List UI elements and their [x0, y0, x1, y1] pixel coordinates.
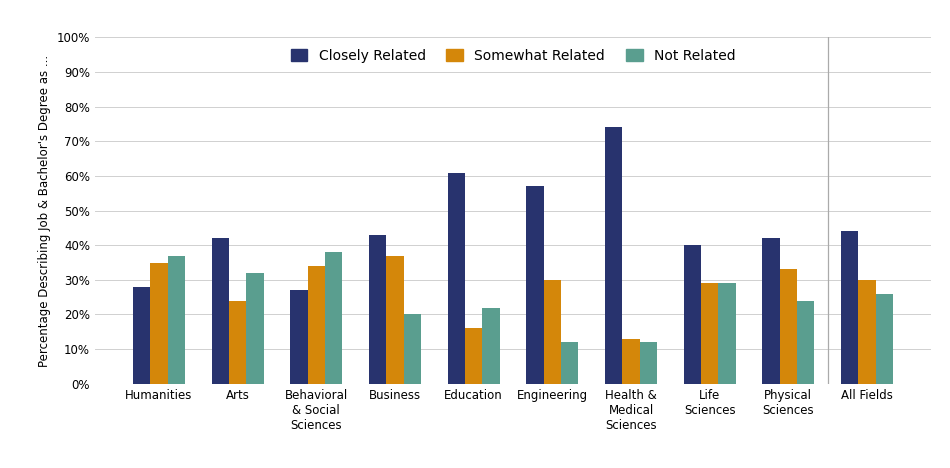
Bar	[229, 300, 246, 384]
Bar	[526, 186, 543, 384]
Bar	[841, 231, 859, 384]
Bar	[543, 280, 561, 384]
Bar	[797, 300, 814, 384]
Bar	[447, 173, 465, 384]
Bar	[308, 266, 325, 384]
Bar	[167, 256, 185, 384]
Legend: Closely Related, Somewhat Related, Not Related: Closely Related, Somewhat Related, Not R…	[287, 44, 739, 67]
Bar	[876, 294, 893, 384]
Bar	[404, 314, 421, 384]
Bar	[465, 329, 483, 384]
Y-axis label: Percentage Describing Job & Bachelor's Degree as ...: Percentage Describing Job & Bachelor's D…	[38, 55, 51, 366]
Bar	[483, 307, 500, 384]
Bar	[780, 270, 797, 384]
Bar	[684, 245, 701, 384]
Bar	[246, 273, 263, 384]
Bar	[212, 238, 229, 384]
Bar	[639, 342, 657, 384]
Bar	[369, 235, 387, 384]
Bar	[701, 283, 718, 384]
Bar	[605, 127, 622, 384]
Bar	[150, 263, 167, 384]
Bar	[291, 290, 308, 384]
Bar	[859, 280, 876, 384]
Bar	[561, 342, 579, 384]
Bar	[133, 287, 150, 384]
Bar	[387, 256, 404, 384]
Bar	[622, 339, 639, 384]
Bar	[325, 252, 342, 384]
Bar	[763, 238, 780, 384]
Bar	[718, 283, 735, 384]
